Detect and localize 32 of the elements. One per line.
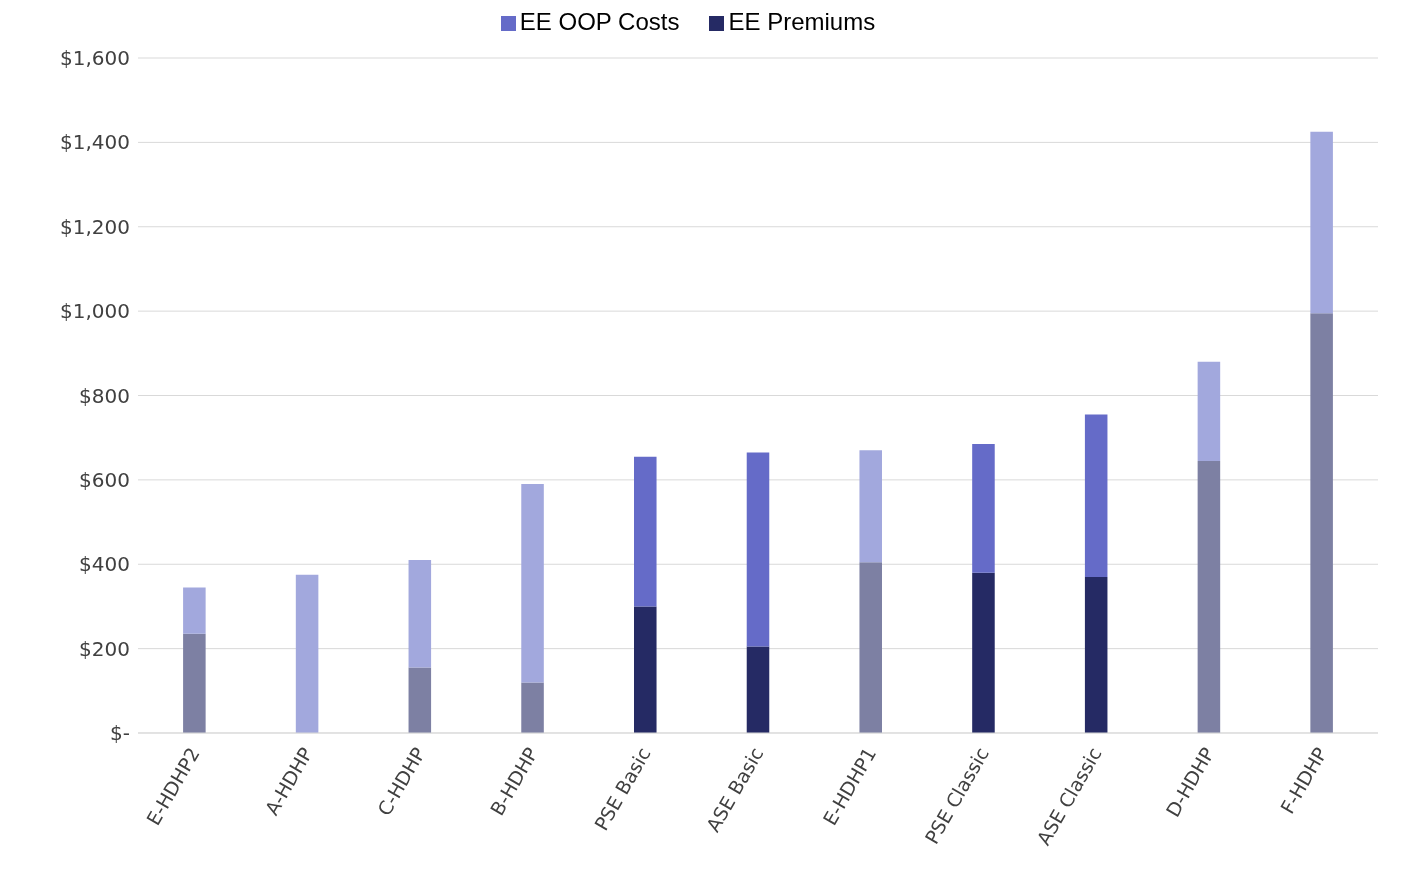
y-tick-label: $-	[110, 721, 130, 746]
y-tick-label: $1,200	[60, 214, 130, 239]
y-tick-label: $1,600	[60, 46, 130, 71]
bar	[521, 682, 544, 733]
bar	[634, 456, 657, 607]
bar	[408, 667, 432, 733]
y-tick-label: $400	[79, 552, 130, 577]
bar	[408, 560, 432, 668]
bar	[1310, 131, 1333, 314]
y-tick-label: $1,400	[60, 130, 130, 155]
y-tick-label: $1,000	[60, 299, 130, 324]
bar	[634, 606, 657, 733]
bar	[859, 562, 882, 733]
bar	[521, 484, 544, 683]
bar	[183, 587, 206, 634]
legend-label: EE Premiums	[728, 8, 876, 35]
bar	[1310, 313, 1333, 733]
bar	[972, 444, 995, 573]
bar	[746, 646, 770, 733]
bar	[1084, 576, 1108, 733]
bar	[1197, 361, 1221, 461]
bar	[746, 452, 770, 647]
bar	[859, 450, 882, 563]
bar	[972, 572, 995, 733]
bar	[295, 574, 319, 733]
bar	[1084, 414, 1108, 577]
legend-label: EE OOP Costs	[519, 8, 680, 35]
bar	[183, 633, 206, 733]
y-tick-label: $200	[79, 636, 130, 661]
y-tick-label: $600	[79, 467, 130, 492]
bar	[1197, 460, 1221, 733]
y-tick-label: $800	[79, 383, 130, 408]
